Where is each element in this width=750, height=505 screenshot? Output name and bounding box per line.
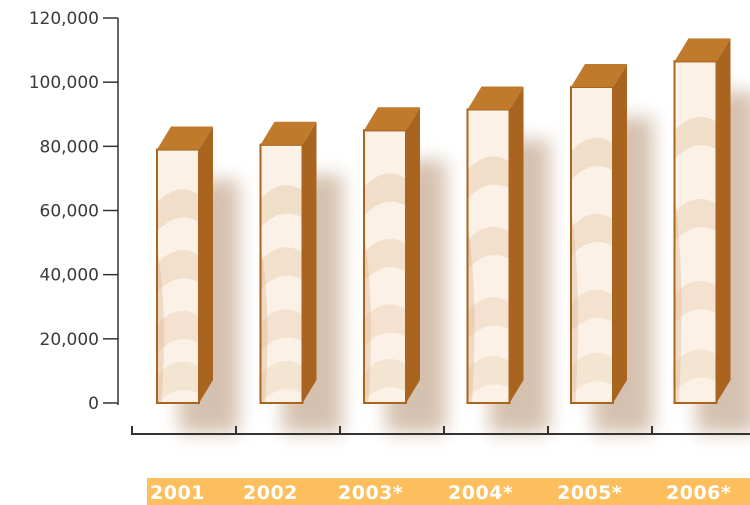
bar-side [406,107,420,404]
bar-texture [365,173,405,403]
bar-side [509,86,524,403]
bar-side [716,38,731,403]
category-label-band [147,478,750,505]
y-tick-label: 0 [88,394,99,414]
bar-2002 [259,121,343,433]
bar-2005 [570,63,653,434]
bar-texture [572,137,612,403]
bar-top [157,126,213,150]
bar-top [364,107,420,131]
y-tick-label: 120,000 [29,9,99,29]
x-category-label: 2004* [448,482,513,504]
y-tick-label: 80,000 [40,137,99,157]
x-category-label: 2002 [243,482,298,504]
bar-side [199,126,213,404]
x-category-label: 2001 [150,482,205,504]
bar-side [302,121,317,404]
bar-texture [261,185,302,403]
bar-texture [468,156,509,402]
y-tick-label: 60,000 [40,202,99,222]
bar-top [467,86,524,110]
y-tick-label: 20,000 [40,330,99,350]
y-tick-label: 40,000 [40,266,99,286]
x-category-label: 2006* [666,482,731,504]
bar-top [674,38,731,62]
x-category-label: 2005* [557,482,622,504]
x-category-label: 2003* [338,482,403,504]
bar-texture [675,116,716,402]
bar-top [260,121,317,145]
bar-2004 [466,86,550,433]
bar-2006 [673,38,750,433]
bar-side [613,63,627,404]
y-tick-label: 100,000 [29,73,99,93]
bar-texture [158,189,198,402]
bar-2001 [156,126,239,433]
bar-2003 [363,107,446,433]
bar-top [571,63,627,87]
